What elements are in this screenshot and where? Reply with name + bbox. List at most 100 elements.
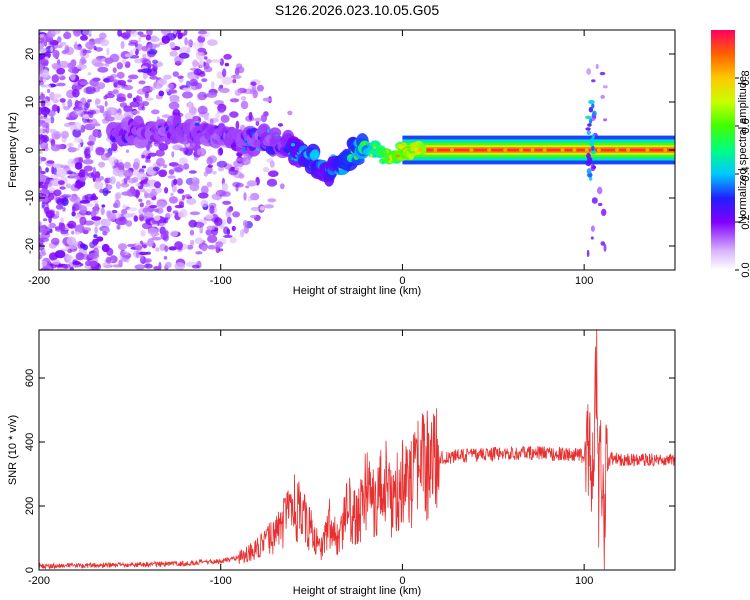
snr-ylabel: SNR (10 * v/v) (7, 415, 19, 485)
spectrogram-ridge-blob (587, 123, 592, 127)
spectrogram-blob (171, 151, 175, 158)
spectrogram-blob (232, 211, 241, 218)
colorbar-ticks: 0.0 0.2 0.4 0.6 0.8 (735, 70, 750, 278)
spectrogram-blob (125, 220, 133, 227)
spectrogram-blob (52, 98, 59, 104)
spectrogram-ridge-blob (615, 148, 619, 152)
spectrogram-blob (158, 78, 168, 86)
spectrogram-blob (40, 99, 46, 107)
snr-xlabel: Height of straight line (km) (293, 585, 421, 597)
spectrogram-blob (74, 162, 83, 170)
spectrogram-blob (234, 89, 241, 96)
spectrogram-blob (146, 30, 153, 36)
colorbar-tick-label: 0.8 (740, 70, 750, 85)
spectrogram-blob (85, 86, 96, 95)
spectrogram-blob (52, 49, 60, 59)
spectrogram-blob (256, 84, 264, 92)
colorbar-gradient (711, 30, 735, 270)
spectrogram-ridge-blob (487, 148, 492, 152)
spectrogram-blob (206, 181, 213, 188)
spectrogram-blob (104, 116, 115, 122)
spectrogram-blob (249, 214, 257, 219)
spectrogram-blob (127, 178, 136, 184)
spectrogram-blob (124, 61, 131, 68)
spectrogram-blob (267, 198, 277, 203)
spectrogram-blob (76, 63, 87, 70)
spectrogram-blob (74, 99, 80, 109)
spectrogram-blob (254, 117, 262, 122)
spectrogram-blob (132, 48, 137, 52)
spectrogram-blob (60, 230, 69, 235)
spectrogram-ridge-blob (645, 148, 650, 152)
spectrogram-blob (160, 230, 169, 234)
spectrogram-blob (193, 68, 203, 76)
spectrogram-blob (232, 181, 241, 188)
spectrogram-blob (123, 85, 134, 91)
spectrogram-blob (87, 72, 92, 76)
spectrogram-blob (238, 173, 245, 179)
spectrogram-blob (77, 107, 84, 111)
spectrogram-blob (111, 209, 118, 214)
spectrogram-blob (50, 46, 54, 53)
spectrogram-blob (246, 180, 257, 187)
spectrogram-blob (51, 62, 62, 70)
spectrogram-blob (226, 216, 232, 224)
snr-ticks: -200 -100 0 100 0 200 400 600 (24, 330, 675, 587)
spectrogram-blob (152, 59, 158, 64)
spectrogram-blob (260, 114, 267, 123)
spectrogram-blob (600, 241, 606, 246)
spectrogram-blob (603, 243, 607, 252)
spectrogram-ridge-blob (591, 145, 595, 151)
spectrogram-blob (149, 205, 158, 209)
spectrogram-blob (144, 159, 151, 163)
spectrogram-blob (39, 184, 46, 189)
spectrogram-blob (207, 164, 214, 168)
spectrogram-blob (128, 42, 137, 46)
spectrogram-blob (209, 118, 214, 127)
spectrogram-blob (174, 262, 186, 270)
spectrogram-ridge-blob (585, 127, 591, 131)
spectrogram-blob (162, 114, 171, 118)
spectrogram-blob (84, 220, 95, 226)
spectrogram-blob (212, 170, 217, 175)
spectrogram-ridge-blob (588, 106, 594, 113)
spectrogram-blob (226, 207, 232, 213)
spectrogram-blob (93, 241, 97, 247)
spectrogram-blob (78, 156, 84, 163)
spectrogram-blob (198, 59, 204, 69)
spectrogram-ridge-blob (588, 99, 595, 105)
spectrogram-blob (69, 175, 80, 179)
spectrogram-blob (59, 186, 66, 190)
spectrogram-blob (134, 58, 144, 64)
spectrogram-blob (145, 189, 153, 193)
spectrogram-blob (50, 116, 55, 124)
spectrogram-blob (39, 227, 48, 235)
spectrogram-ridge-blob (395, 154, 400, 158)
spectrogram-blob (198, 192, 209, 199)
spectrogram-blob (123, 111, 134, 119)
spectrogram-blob (100, 207, 105, 216)
y-tick-label: 20 (24, 48, 36, 60)
spectrogram-blob (71, 206, 76, 213)
spectrogram-blob (39, 80, 42, 84)
spectrogram-ridge-blob (585, 115, 592, 120)
spectrogram-blob (102, 231, 108, 236)
spectrogram-blob (74, 231, 81, 235)
spectrogram-blob (201, 78, 208, 82)
spectrogram-ridge-blob (360, 141, 367, 147)
spectrogram-blob (79, 200, 91, 204)
spectrogram-blob (151, 236, 162, 241)
spectrogram-blob (221, 219, 227, 226)
spectrogram-ridge-blob (586, 152, 591, 159)
spectrogram-blob (105, 152, 111, 158)
spectrogram-ridge-blob (410, 148, 415, 151)
spectrogram-blob (126, 243, 135, 248)
spectrogram-blob (155, 187, 163, 194)
spectrogram-blob (177, 188, 185, 194)
spectrogram-blob (158, 261, 162, 270)
spectrogram-blob (89, 118, 98, 127)
spectrogram-blob (59, 98, 66, 103)
spectrogram-blob (80, 97, 87, 106)
